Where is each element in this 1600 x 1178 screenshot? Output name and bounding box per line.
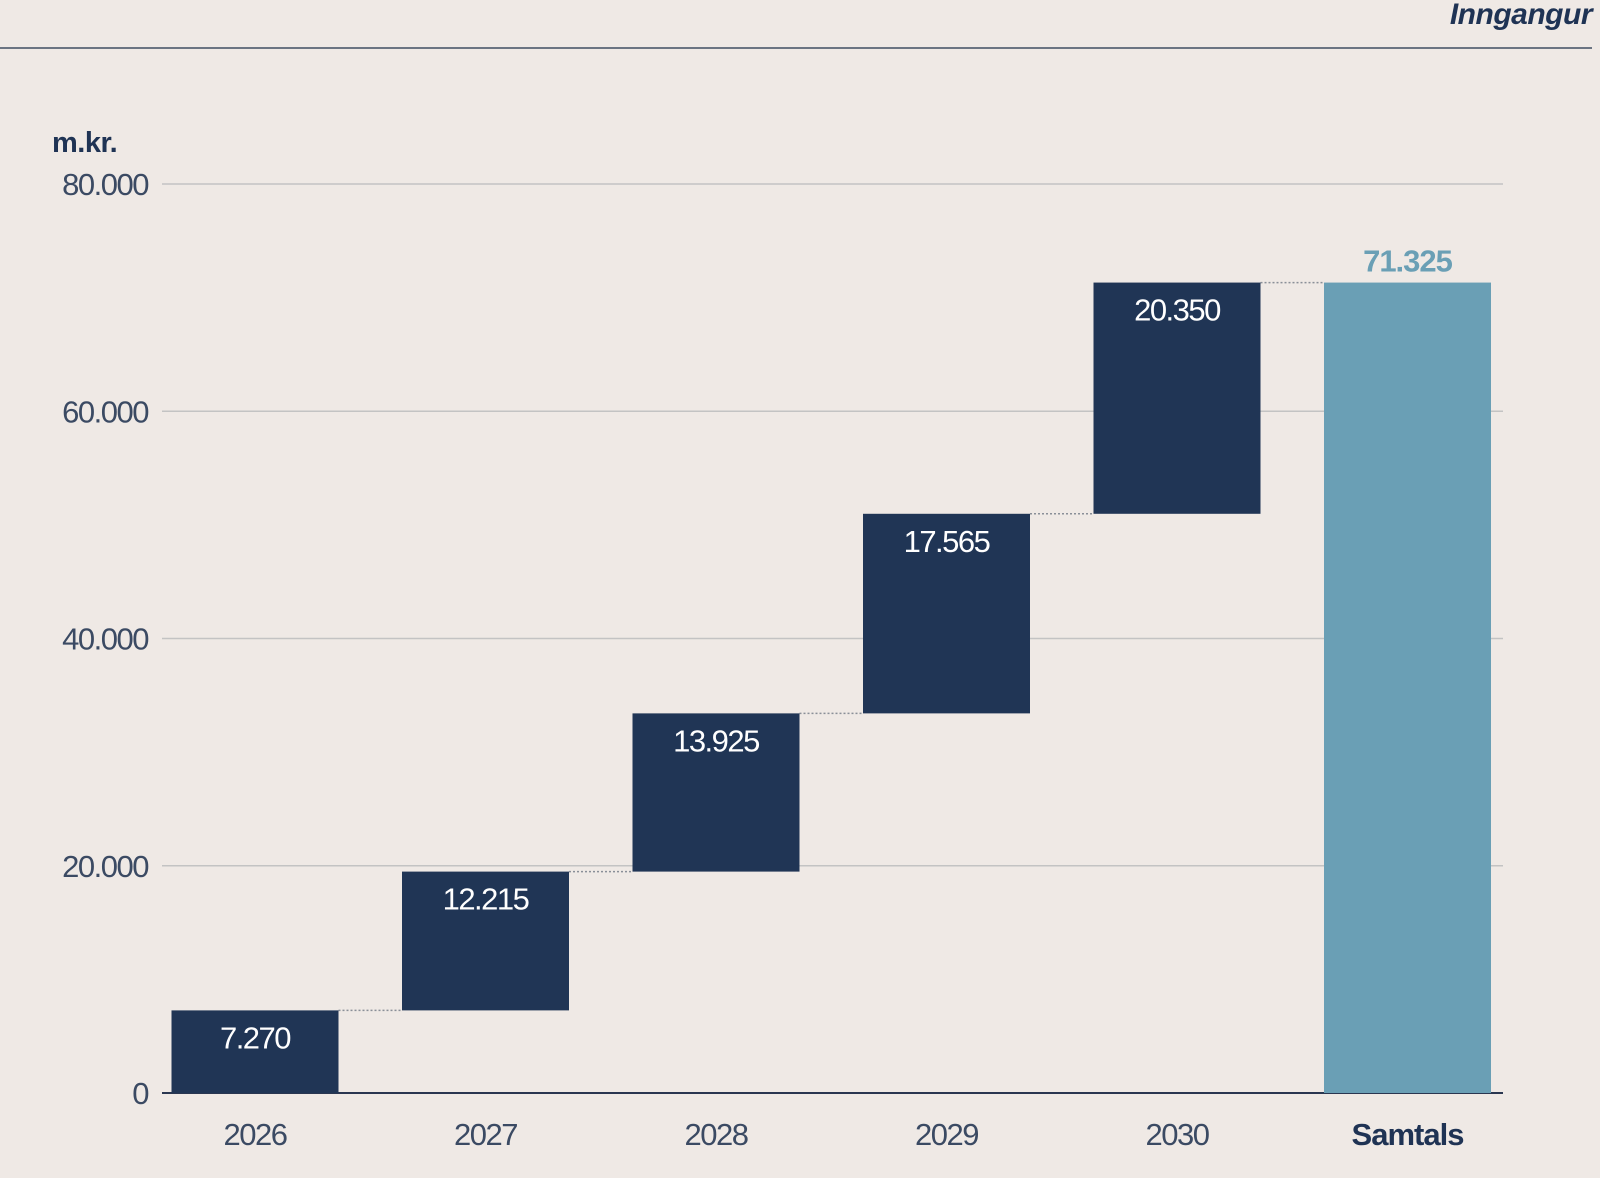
bar-2030: [1093, 282, 1261, 514]
bar-value-label: 13.925: [673, 723, 759, 758]
bar-total: [1324, 282, 1491, 1093]
bar-value-label: 17.565: [904, 524, 990, 559]
category-label: 2028: [685, 1117, 748, 1152]
y-tick-label: 40.000: [62, 622, 149, 657]
category-label: 2030: [1146, 1117, 1210, 1152]
header-title: Inngangur: [1449, 0, 1593, 31]
bar-value-label: 7.270: [220, 1020, 291, 1055]
bar-2029: [863, 513, 1030, 714]
category-label-total: Samtals: [1352, 1117, 1464, 1152]
connector-layer: [338, 281, 1324, 1012]
bar-value-label: 12.215: [443, 882, 529, 917]
y-tick-label: 80.000: [62, 167, 149, 202]
category-label: 2027: [454, 1117, 517, 1152]
header-divider: [0, 47, 1592, 49]
total-value-label: 71.325: [1363, 244, 1453, 279]
category-label: 2026: [224, 1117, 287, 1152]
grid-layer: 0 20.000 40.000 60.000 80.000: [62, 167, 1503, 1111]
y-tick-label: 20.000: [62, 849, 149, 884]
y-unit-label: m.kr.: [52, 127, 117, 159]
bar-2028: [632, 713, 800, 872]
label-layer: 7.270 2026 12.215 2027 13.925 2028 17.565 2029 2…: [220, 244, 1464, 1152]
bar-layer: [171, 282, 1491, 1093]
category-label: 2029: [915, 1117, 978, 1152]
bar-value-label: 20.350: [1134, 293, 1221, 328]
y-tick-label: 60.000: [62, 394, 149, 429]
bar-2026: [171, 1010, 339, 1093]
y-tick-label: 0: [132, 1076, 149, 1111]
bar-2027: [402, 871, 569, 1011]
